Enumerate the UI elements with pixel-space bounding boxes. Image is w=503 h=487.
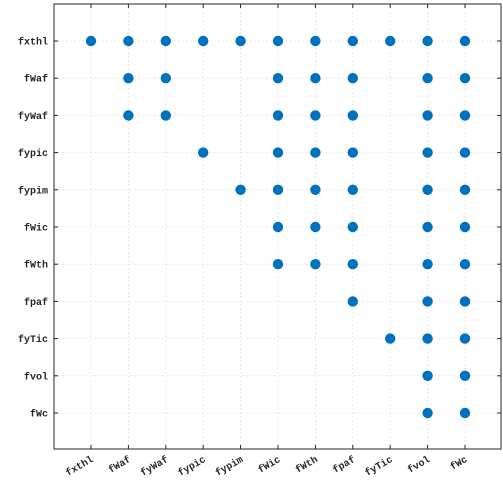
data-point	[459, 184, 471, 195]
data-point	[422, 35, 433, 47]
data-point	[422, 147, 433, 158]
data-point	[422, 333, 433, 344]
data-point	[310, 35, 321, 47]
data-point	[459, 296, 471, 307]
x-tick-label: fyWaf	[139, 454, 171, 479]
x-tick-label: fxthl	[64, 454, 96, 479]
data-point	[459, 73, 471, 84]
axis-ticks	[54, 4, 501, 449]
data-point	[160, 35, 171, 47]
y-tick-label: fvol	[24, 371, 48, 383]
data-point	[272, 259, 284, 270]
data-point	[310, 259, 321, 270]
y-tick-label: fWaf	[24, 74, 48, 86]
data-points	[85, 35, 471, 419]
data-point	[347, 259, 358, 270]
y-tick-label: fyTic	[18, 334, 48, 346]
data-point	[198, 35, 209, 47]
y-tick-label: fypim	[18, 185, 48, 197]
y-tick-label: fWth	[24, 260, 48, 272]
data-point	[310, 147, 321, 158]
data-point	[310, 110, 321, 121]
x-tick-label: fWaf	[107, 454, 134, 476]
data-point	[422, 407, 433, 419]
data-point	[422, 370, 433, 381]
data-point	[422, 259, 433, 270]
data-point	[459, 407, 471, 419]
data-point	[347, 110, 358, 121]
data-point	[272, 184, 284, 195]
data-point	[347, 35, 358, 47]
data-point	[347, 147, 358, 158]
x-tick-label: fyTic	[363, 454, 395, 479]
data-point	[422, 221, 433, 233]
y-tick-label: fypic	[18, 148, 48, 160]
data-point	[235, 35, 246, 47]
x-tick-label: fypic	[176, 454, 208, 479]
data-point	[422, 296, 433, 307]
x-tick-label: fpaf	[331, 454, 358, 476]
data-point	[310, 73, 321, 84]
x-tick-label: fWic	[256, 454, 283, 476]
data-point	[422, 73, 433, 84]
x-tick-label: fWc	[448, 454, 470, 473]
data-point	[459, 333, 471, 344]
data-point	[310, 221, 321, 233]
data-point	[422, 110, 433, 121]
data-point	[160, 110, 171, 121]
y-tick-label: fxthl	[18, 37, 48, 49]
data-point	[272, 110, 284, 121]
data-point	[160, 73, 171, 84]
x-tick-label: fypim	[214, 454, 246, 479]
data-point	[310, 184, 321, 195]
data-point	[272, 73, 284, 84]
data-point	[385, 333, 396, 344]
x-tick-label: fWth	[294, 454, 321, 476]
data-point	[123, 35, 134, 47]
data-point	[459, 221, 471, 233]
x-tick-label: fvol	[406, 454, 433, 476]
data-point	[347, 221, 358, 233]
data-point	[272, 221, 284, 233]
data-point	[85, 35, 97, 47]
data-point	[459, 35, 471, 47]
data-point	[385, 35, 396, 47]
data-point	[235, 184, 246, 195]
data-point	[272, 35, 284, 47]
data-point	[422, 184, 433, 195]
data-point	[459, 370, 471, 381]
y-tick-label: fWc	[30, 409, 48, 421]
data-point	[459, 259, 471, 270]
y-tick-label: fyWaf	[18, 111, 48, 123]
data-point	[459, 110, 471, 121]
data-point	[123, 73, 134, 84]
data-point	[347, 296, 358, 307]
y-tick-label: fWic	[24, 223, 48, 235]
data-point	[347, 73, 358, 84]
y-axis-tick-labels: fxthl fWaf fyWaf fypic fypim fWic fWth fpaf fyTi…	[18, 37, 48, 421]
data-point	[272, 147, 284, 158]
data-point	[347, 184, 358, 195]
data-point	[123, 110, 134, 121]
x-axis-tick-labels: fxthl fWaf fyWaf fypic fypim fWic fWth fpaf fyTi…	[64, 454, 470, 479]
data-point	[198, 147, 209, 158]
y-tick-label: fpaf	[24, 297, 48, 309]
data-point	[459, 147, 471, 158]
